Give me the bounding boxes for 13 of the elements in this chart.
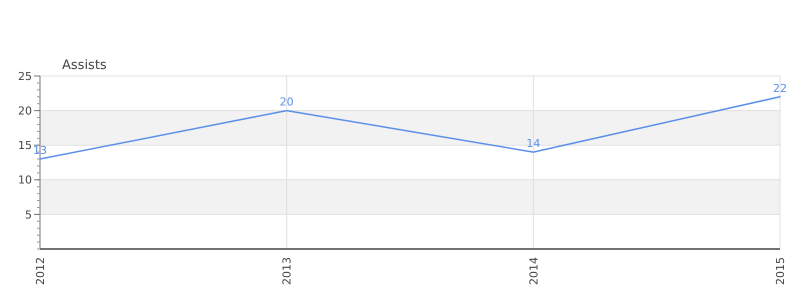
x-tick-label: 2013 bbox=[280, 257, 294, 285]
y-tick-label: 10 bbox=[18, 174, 32, 187]
x-tick-label: 2014 bbox=[527, 257, 540, 285]
y-tick-label: 20 bbox=[18, 104, 32, 118]
y-tick-label: 15 bbox=[18, 139, 32, 152]
data-label: 22 bbox=[773, 82, 787, 95]
data-label: 20 bbox=[280, 96, 294, 109]
x-tick-label: 2012 bbox=[34, 257, 47, 285]
y-axis-title: Assists bbox=[62, 58, 107, 73]
y-tick-label: 25 bbox=[18, 70, 32, 83]
data-label: 14 bbox=[526, 137, 540, 150]
x-tick-label: 2015 bbox=[774, 257, 787, 285]
y-tick-label: 5 bbox=[25, 208, 32, 222]
